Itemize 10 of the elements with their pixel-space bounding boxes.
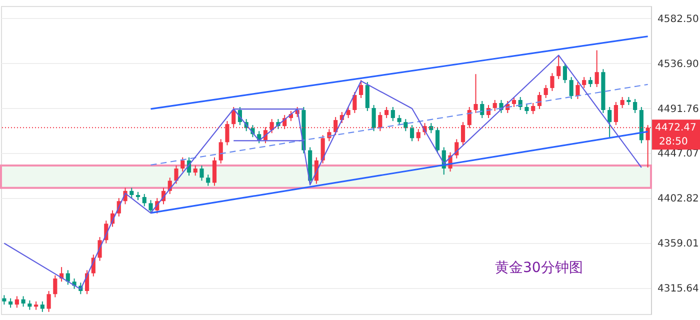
ref-line-label: 4472.47 [655, 122, 696, 134]
y-tick-label: 4536.90 [658, 58, 699, 70]
y-tick-label: 4359.01 [658, 238, 699, 250]
y-tick-label: 4491.76 [658, 104, 699, 115]
text: 28:50 [659, 136, 688, 148]
y-tick-label: 4315.64 [658, 284, 699, 295]
annotation: 黄金30分钟图 [495, 260, 583, 276]
y-tick-label: 4582.50 [658, 14, 699, 25]
y-tick-label: 4402.82 [658, 194, 699, 205]
y-tick-label: 4447.07 [658, 148, 699, 160]
